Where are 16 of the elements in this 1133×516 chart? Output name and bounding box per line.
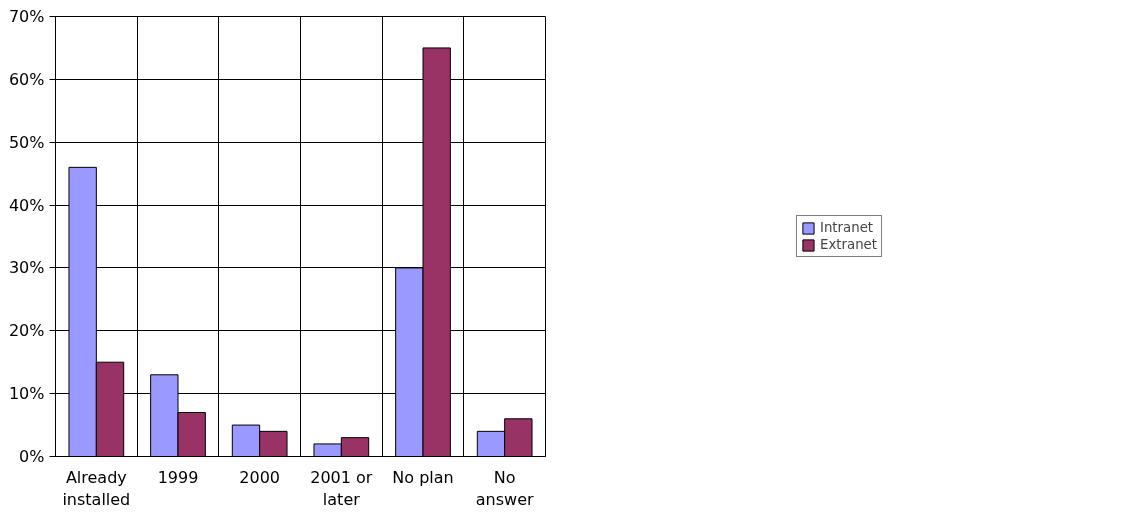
- y-tick-label: 60%: [8, 69, 45, 89]
- x-tick-label: Already installed: [62, 467, 131, 510]
- x-tick-label: 2000: [239, 467, 281, 487]
- x-tick-label: 2001 or later: [310, 467, 373, 510]
- legend-label: Extranet: [819, 237, 878, 252]
- legend-label: Intranet: [819, 220, 874, 235]
- y-tick-label: 0%: [19, 447, 45, 466]
- x-tick-label: No plan: [392, 467, 454, 487]
- y-tick-label: 30%: [8, 258, 45, 278]
- x-tick-label: No answer: [475, 467, 534, 510]
- y-tick-label: 10%: [8, 384, 45, 404]
- y-tick-label: 40%: [8, 195, 45, 215]
- x-tick-label: 1999: [157, 467, 199, 487]
- y-tick-label: 70%: [8, 7, 45, 26]
- y-tick-label: 20%: [8, 321, 45, 341]
- y-tick-label: 50%: [8, 132, 45, 152]
